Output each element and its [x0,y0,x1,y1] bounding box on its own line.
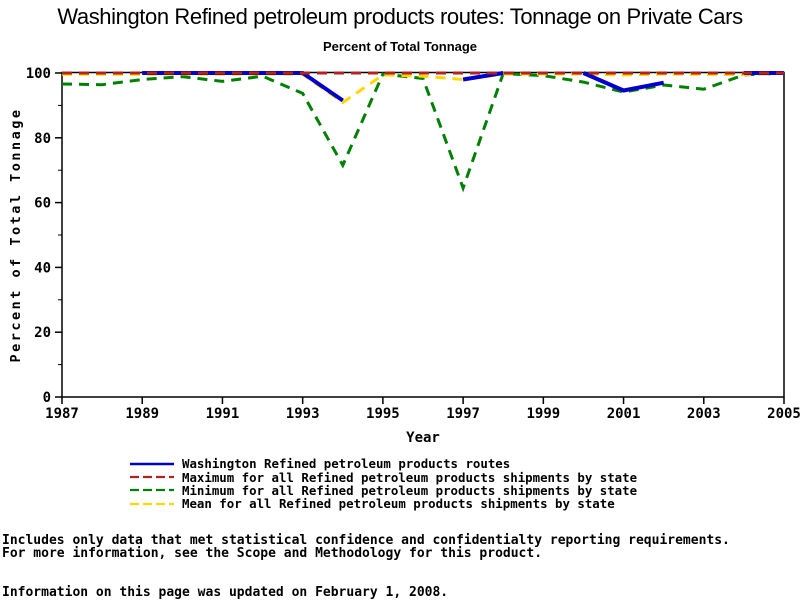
series-line [142,71,344,103]
legend-line-swatch-minimum [130,489,174,492]
x-tick-label: 1997 [446,406,480,422]
plot-frame [61,71,785,398]
series-line [462,71,504,82]
x-tick-label: 1993 [286,406,320,422]
chart-plot-area: 0 20 40 60 80 100 1987 1989 1991 1993 1995 1997 1999… [8,66,800,446]
x-axis-title: Year [406,430,440,446]
page-title: Washington Refined petroleum products ro… [57,4,743,29]
legend-line-swatch-mean [130,502,174,505]
x-axis: 1987 1989 1991 1993 1995 1997 1999 2001 2003 2005 [45,397,800,422]
legend-item-maximum: Maximum for all Refined petroleum produc… [130,469,638,485]
legend-label: Mean for all Refined petroleum products … [182,496,615,512]
x-tick-label: 2001 [607,406,641,422]
legend-item-washington: Washington Refined petroleum products ro… [130,456,637,472]
legend-line-swatch-washington [130,462,174,465]
legend-item-minimum: Minimum for all Refined petroleum produc… [130,482,638,498]
series-line [582,71,665,93]
chart-legend: Washington Refined petroleum products ro… [130,456,638,512]
y-tick-label: 20 [34,325,51,341]
legend-item-mean: Mean for all Refined petroleum products … [130,496,637,512]
series-2 [61,71,785,193]
y-tick-label: 100 [26,66,51,82]
legend-label: Minimum for all Refined petroleum produc… [182,482,638,498]
y-tick-label: 80 [34,131,51,147]
x-tick-label: 1991 [206,406,240,422]
updated-note: Information on this page was updated on … [2,585,449,600]
y-axis-title: Percent of Total Tonnage [8,107,24,362]
legend-line-swatch-maximum [130,475,174,479]
y-axis: 0 20 40 60 80 100 [26,66,62,406]
y-tick-label: 60 [34,196,51,212]
legend-label: Maximum for all Refined petroleum produc… [182,469,638,485]
legend-label: Washington Refined petroleum products ro… [182,456,511,472]
x-tick-label: 1995 [366,406,400,422]
y-tick-label: 0 [43,390,51,406]
chart-subtitle: Percent of Total Tonnage [322,39,478,54]
series-line [61,71,785,193]
x-tick-label: 2003 [687,406,721,422]
x-tick-label: 1999 [526,406,560,422]
footnote-text: Includes only data that met statistical … [2,533,730,562]
x-tick-label: 1989 [125,406,159,422]
x-tick-label: 2005 [767,406,800,422]
x-tick-label: 1987 [45,406,79,422]
y-tick-label: 40 [34,260,51,276]
